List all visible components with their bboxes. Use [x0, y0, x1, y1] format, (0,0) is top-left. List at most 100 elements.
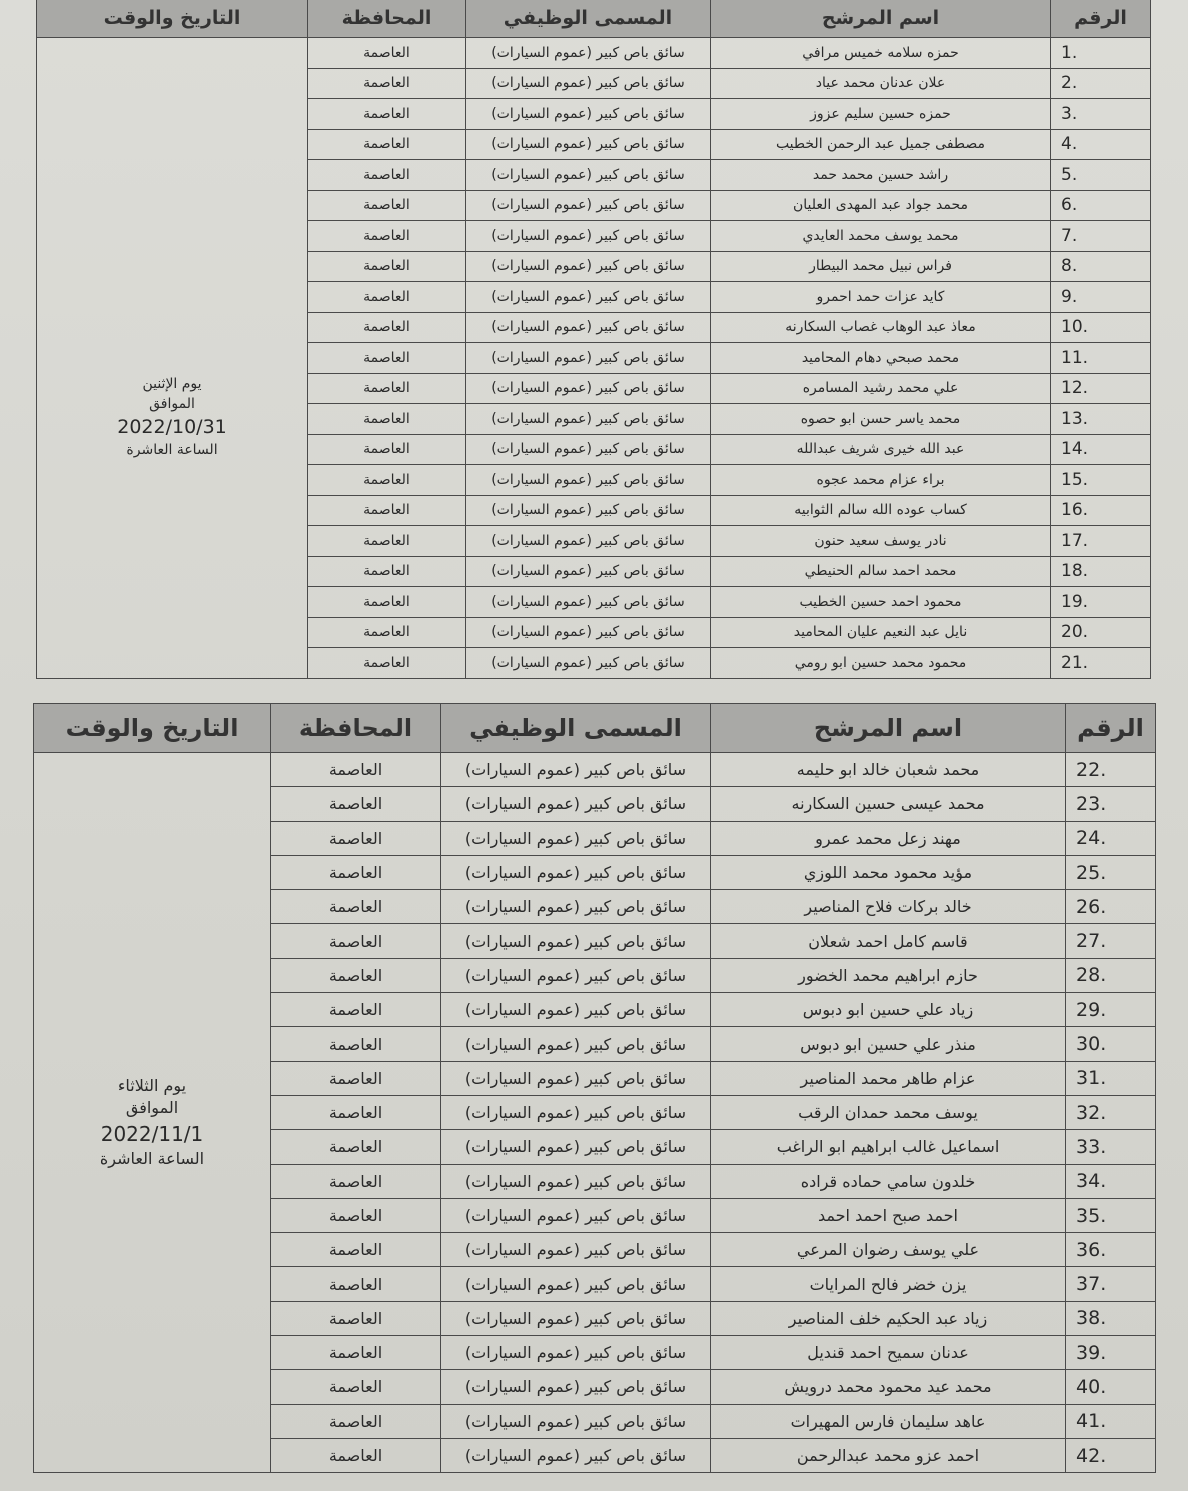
table-row: .14 عبد الله خيرى شريف عبدالله سائق باص كب… — [37, 433, 1151, 465]
job-title: سائق باص كبير (عموم السيارات) — [465, 586, 711, 618]
candidate-name: قاسم كامل احمد شعلان — [710, 923, 1066, 959]
governorate: العاصمة — [270, 889, 441, 925]
governorate: العاصمة — [270, 1369, 441, 1405]
job-title: سائق باص كبير (عموم السيارات) — [440, 854, 711, 891]
candidate-name: محمد عيسى حسين السكارنه — [710, 786, 1066, 822]
row-number: .9 — [1050, 281, 1151, 313]
governorate: العاصمة — [270, 1094, 441, 1131]
job-title: سائق باص كبير (عموم السيارات) — [465, 220, 711, 252]
job-title: سائق باص كبير (عموم السيارات) — [440, 786, 711, 822]
governorate: العاصمة — [270, 1163, 441, 1199]
candidate-name: محمد ياسر حسن ابو حصوه — [710, 403, 1051, 435]
job-title: سائق باص كبير (عموم السيارات) — [440, 820, 711, 856]
table-row: .26 خالد بركات فلاح المناصير سائق باص كبير… — [34, 889, 1156, 925]
schedule-cell: يوم الثلاثاء الموافق 2022/11/1 الساعة العاش… — [33, 751, 271, 1474]
row-number: .32 — [1065, 1094, 1156, 1131]
job-title: سائق باص كبير (عموم السيارات) — [465, 311, 711, 343]
header-governorate: المحافظة — [270, 703, 441, 753]
table-header-row: الرقم اسم المرشح المسمى الوظيفي المحافظة… — [36, 0, 1151, 38]
header-name: اسم المرشح — [710, 0, 1051, 38]
governorate: العاصمة — [307, 189, 466, 221]
job-title: سائق باص كبير (عموم السيارات) — [465, 647, 711, 679]
candidate-name: حمزه سلامه خميس مرافي — [710, 37, 1051, 69]
governorate: العاصمة — [270, 751, 441, 788]
candidate-name: منذر علي حسين ابو دبوس — [710, 1026, 1066, 1062]
candidate-name: محمد يوسف محمد العايدي — [710, 220, 1051, 252]
governorate: العاصمة — [307, 403, 466, 435]
row-number: .34 — [1065, 1163, 1156, 1199]
table-row: .30 منذر علي حسين ابو دبوس سائق باص كبير (… — [34, 1026, 1156, 1062]
header-job: المسمى الوظيفي — [440, 703, 711, 753]
job-title: سائق باص كبير (عموم السيارات) — [440, 889, 711, 925]
table-row: .24 مهند زعل محمد عمرو سائق باص كبير (عموم… — [34, 820, 1156, 856]
candidate-name: كايد عزات حمد احمرو — [710, 281, 1051, 313]
row-number: .22 — [1065, 751, 1156, 788]
candidate-name: محمد شعبان خالد ابو حليمه — [710, 751, 1066, 788]
row-number: .6 — [1050, 189, 1151, 221]
candidate-name: يزن خضر فالح المرايات — [710, 1266, 1066, 1302]
candidate-name: نايل عبد النعيم عليان المحاميد — [710, 616, 1051, 648]
candidate-name: زياد عبد الحكيم خلف المناصير — [710, 1300, 1066, 1337]
row-number: .1 — [1050, 37, 1151, 69]
candidate-name: خالد بركات فلاح المناصير — [710, 889, 1066, 925]
row-number: .24 — [1065, 820, 1156, 856]
job-title: سائق باص كبير (عموم السيارات) — [440, 1335, 711, 1371]
job-title: سائق باص كبير (عموم السيارات) — [465, 342, 711, 374]
schedule-day: يوم الثلاثاء — [117, 1076, 187, 1096]
table-row: .22 محمد شعبان خالد ابو حليمه سائق باص كبي… — [33, 751, 1156, 1474]
row-number: .10 — [1050, 311, 1151, 343]
governorate: العاصمة — [270, 1129, 441, 1165]
table-row: .40 محمد عيد محمود محمد درويش سائق باص كبي… — [34, 1369, 1156, 1405]
job-title: سائق باص كبير (عموم السيارات) — [440, 1437, 711, 1474]
governorate: العاصمة — [307, 586, 466, 618]
governorate: العاصمة — [270, 923, 441, 959]
job-title: سائق باص كبير (عموم السيارات) — [465, 403, 711, 435]
table-row: .5 راشد حسين محمد حمد سائق باص كبير (عموم … — [37, 159, 1151, 191]
candidate-name: احمد عزو محمد عبدالرحمن — [710, 1437, 1066, 1474]
row-number: .23 — [1065, 786, 1156, 822]
governorate: العاصمة — [307, 67, 466, 99]
job-title: سائق باص كبير (عموم السيارات) — [465, 372, 711, 404]
job-title: سائق باص كبير (عموم السيارات) — [440, 1232, 711, 1268]
row-number: .41 — [1065, 1403, 1156, 1439]
table-row: .28 حازم ابراهيم محمد الخضور سائق باص كبير… — [34, 957, 1156, 994]
job-title: سائق باص كبير (عموم السيارات) — [465, 189, 711, 221]
job-title: سائق باص كبير (عموم السيارات) — [465, 67, 711, 99]
governorate: العاصمة — [270, 1300, 441, 1337]
row-number: .15 — [1050, 464, 1151, 496]
table-row: .39 عدنان سميح احمد قنديل سائق باص كبير (ع… — [34, 1335, 1156, 1371]
governorate: العاصمة — [270, 1266, 441, 1302]
row-number: .18 — [1050, 555, 1151, 587]
candidate-name: مصطفى جميل عبد الرحمن الخطيب — [710, 128, 1051, 160]
row-number: .42 — [1065, 1437, 1156, 1474]
table-row: .13 محمد ياسر حسن ابو حصوه سائق باص كبير (… — [37, 403, 1151, 435]
job-title: سائق باص كبير (عموم السيارات) — [440, 1403, 711, 1439]
header-datetime: التاريخ والوقت — [36, 0, 308, 38]
row-number: .11 — [1050, 342, 1151, 374]
governorate: العاصمة — [270, 1060, 441, 1096]
job-title: سائق باص كبير (عموم السيارات) — [440, 1026, 711, 1062]
table-row: .34 خلدون سامي حماده قراده سائق باص كبير (… — [34, 1163, 1156, 1199]
job-title: سائق باص كبير (عموم السيارات) — [440, 957, 711, 994]
table-row: .8 فراس نبيل محمد البيطار سائق باص كبير (ع… — [37, 250, 1151, 282]
row-number: .20 — [1050, 616, 1151, 648]
governorate: العاصمة — [270, 992, 441, 1028]
governorate: العاصمة — [270, 957, 441, 994]
governorate: العاصمة — [307, 647, 466, 679]
job-title: سائق باص كبير (عموم السيارات) — [440, 1197, 711, 1234]
job-title: سائق باص كبير (عموم السيارات) — [440, 1129, 711, 1165]
job-title: سائق باص كبير (عموم السيارات) — [465, 128, 711, 160]
candidate-name: براء عزام محمد عجوه — [710, 464, 1051, 496]
candidate-name: نادر يوسف سعيد حنون — [710, 525, 1051, 557]
job-title: سائق باص كبير (عموم السيارات) — [440, 1369, 711, 1405]
governorate: العاصمة — [270, 820, 441, 856]
candidate-name: محمد صبحي دهام المحاميد — [710, 342, 1051, 374]
schedule-time: الساعة العاشرة — [126, 441, 218, 458]
job-title: سائق باص كبير (عموم السيارات) — [440, 1163, 711, 1199]
candidates-table-day1: الرقم اسم المرشح المسمى الوظيفي المحافظة… — [36, 0, 1151, 679]
row-number: .13 — [1050, 403, 1151, 435]
schedule-date: 2022/11/1 — [100, 1121, 204, 1146]
job-title: سائق باص كبير (عموم السيارات) — [465, 616, 711, 648]
governorate: العاصمة — [270, 854, 441, 891]
schedule-day: يوم الإثنين — [142, 376, 202, 393]
